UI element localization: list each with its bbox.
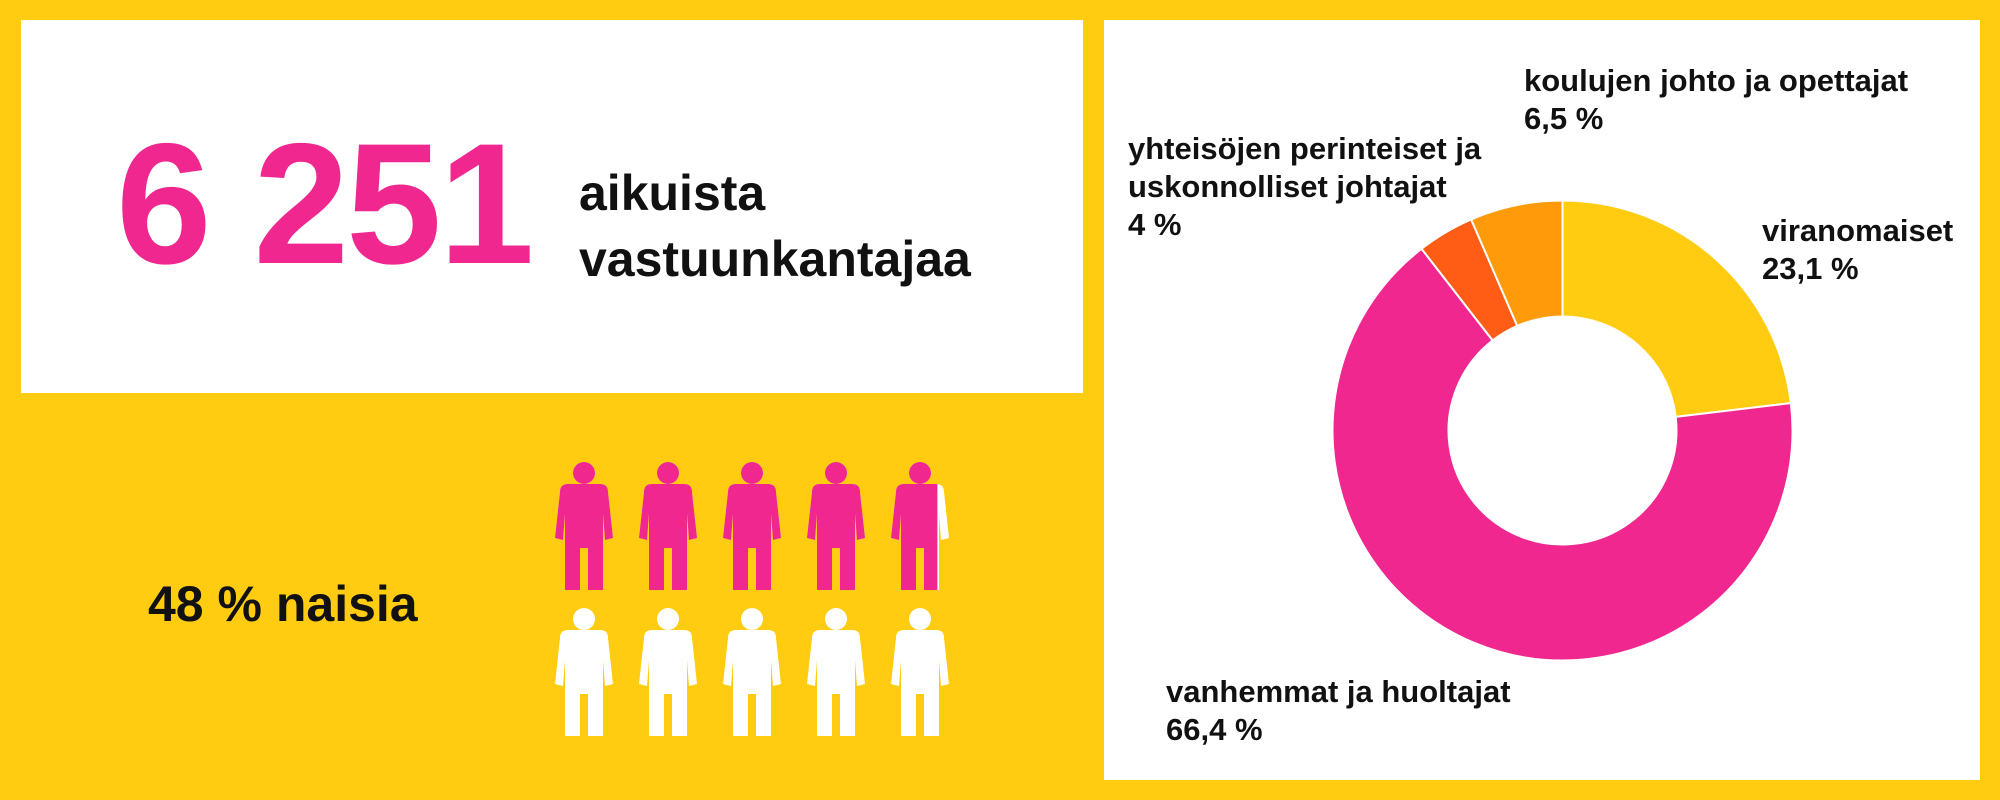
person-icon bbox=[891, 608, 949, 736]
person-icon bbox=[807, 608, 865, 736]
slice-value-label: 4 % bbox=[1128, 207, 1182, 242]
caption-line-2: vastuunkantajaa bbox=[579, 231, 971, 287]
slice-label-text: viranomaiset bbox=[1762, 213, 1954, 248]
slice-label-text: vanhemmat ja huoltajat bbox=[1166, 674, 1511, 709]
slice-label-viranomaiset: viranomaiset 23,1 % bbox=[1762, 212, 1953, 288]
slice-value-label: 6,5 % bbox=[1524, 101, 1604, 136]
adult-count-caption: aikuista vastuunkantajaa bbox=[579, 160, 1059, 292]
person-icon bbox=[639, 462, 697, 590]
slice-label-text: yhteisöjen perinteiset ja bbox=[1128, 131, 1482, 166]
slice-label-vanhemmat: vanhemmat ja huoltajat 66,4 % bbox=[1166, 673, 1511, 749]
slice-label-text: uskonnolliset johtajat bbox=[1128, 169, 1447, 204]
slice-label-opettajat: koulujen johto ja opettajat 6,5 % bbox=[1524, 62, 1908, 138]
slice-value-label: 23,1 % bbox=[1762, 251, 1859, 286]
women-share-label: 48 % naisia bbox=[148, 576, 418, 632]
person-icon bbox=[639, 608, 697, 736]
person-icon bbox=[807, 462, 865, 590]
person-icon bbox=[723, 608, 781, 736]
people-pictogram bbox=[555, 462, 949, 736]
donut-slice-0 bbox=[1561, 199, 1792, 419]
slice-label-text: koulujen johto ja opettajat bbox=[1524, 63, 1909, 98]
donut-slice-3 bbox=[1469, 199, 1564, 328]
slice-label-johtajat: yhteisöjen perinteiset ja uskonnolliset … bbox=[1128, 130, 1481, 244]
donut-chart bbox=[1331, 199, 1794, 662]
caption-line-1: aikuista bbox=[579, 165, 766, 221]
slice-value-label: 66,4 % bbox=[1166, 712, 1263, 747]
person-icon bbox=[555, 608, 613, 736]
person-icon bbox=[555, 462, 613, 590]
stat-panel: 6 251 aikuista vastuunkantajaa bbox=[21, 20, 1083, 393]
adult-count: 6 251 bbox=[116, 108, 534, 300]
person-icon bbox=[891, 462, 949, 590]
person-icon bbox=[723, 462, 781, 590]
donut-slice-1 bbox=[1331, 247, 1794, 662]
